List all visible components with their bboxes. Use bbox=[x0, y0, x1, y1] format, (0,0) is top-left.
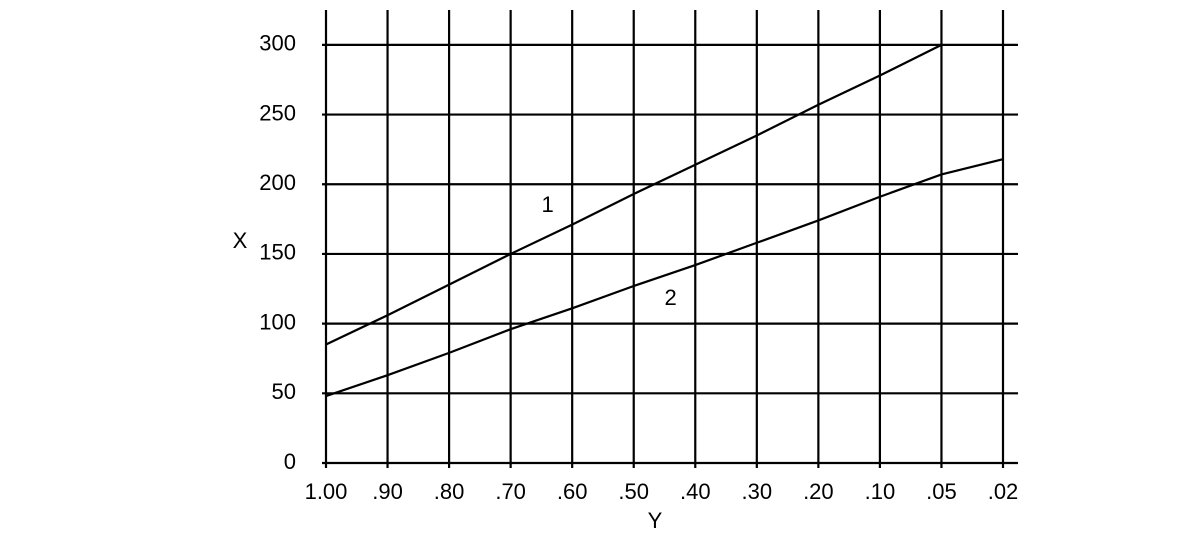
x-tick-label: .90 bbox=[372, 479, 403, 504]
x-tick-label: .50 bbox=[618, 479, 649, 504]
y-tick-label: 50 bbox=[272, 379, 296, 404]
series-label: 1 bbox=[541, 192, 553, 217]
y-tick-label: 0 bbox=[284, 449, 296, 474]
x-tick-label: .30 bbox=[742, 479, 773, 504]
y-tick-label: 300 bbox=[259, 31, 296, 56]
x-tick-label: .20 bbox=[803, 479, 834, 504]
data-line bbox=[325, 158, 1004, 398]
x-tick-label: .70 bbox=[495, 479, 526, 504]
x-tick-label: .02 bbox=[988, 479, 1019, 504]
x-tick-label: .10 bbox=[865, 479, 896, 504]
x-tick-label: .05 bbox=[926, 479, 957, 504]
y-axis-label: X bbox=[233, 228, 248, 253]
y-tick-label: 250 bbox=[259, 100, 296, 125]
y-tick-label: 100 bbox=[259, 309, 296, 334]
y-tick-label: 200 bbox=[259, 170, 296, 195]
x-tick-label: .60 bbox=[557, 479, 588, 504]
data-line bbox=[325, 43, 942, 346]
x-tick-label: .80 bbox=[434, 479, 465, 504]
series-label: 2 bbox=[665, 285, 677, 310]
x-tick-label: .40 bbox=[680, 479, 711, 504]
x-axis-label: Y bbox=[648, 508, 663, 533]
y-tick-label: 150 bbox=[259, 240, 296, 265]
x-tick-label: 1.00 bbox=[305, 479, 348, 504]
